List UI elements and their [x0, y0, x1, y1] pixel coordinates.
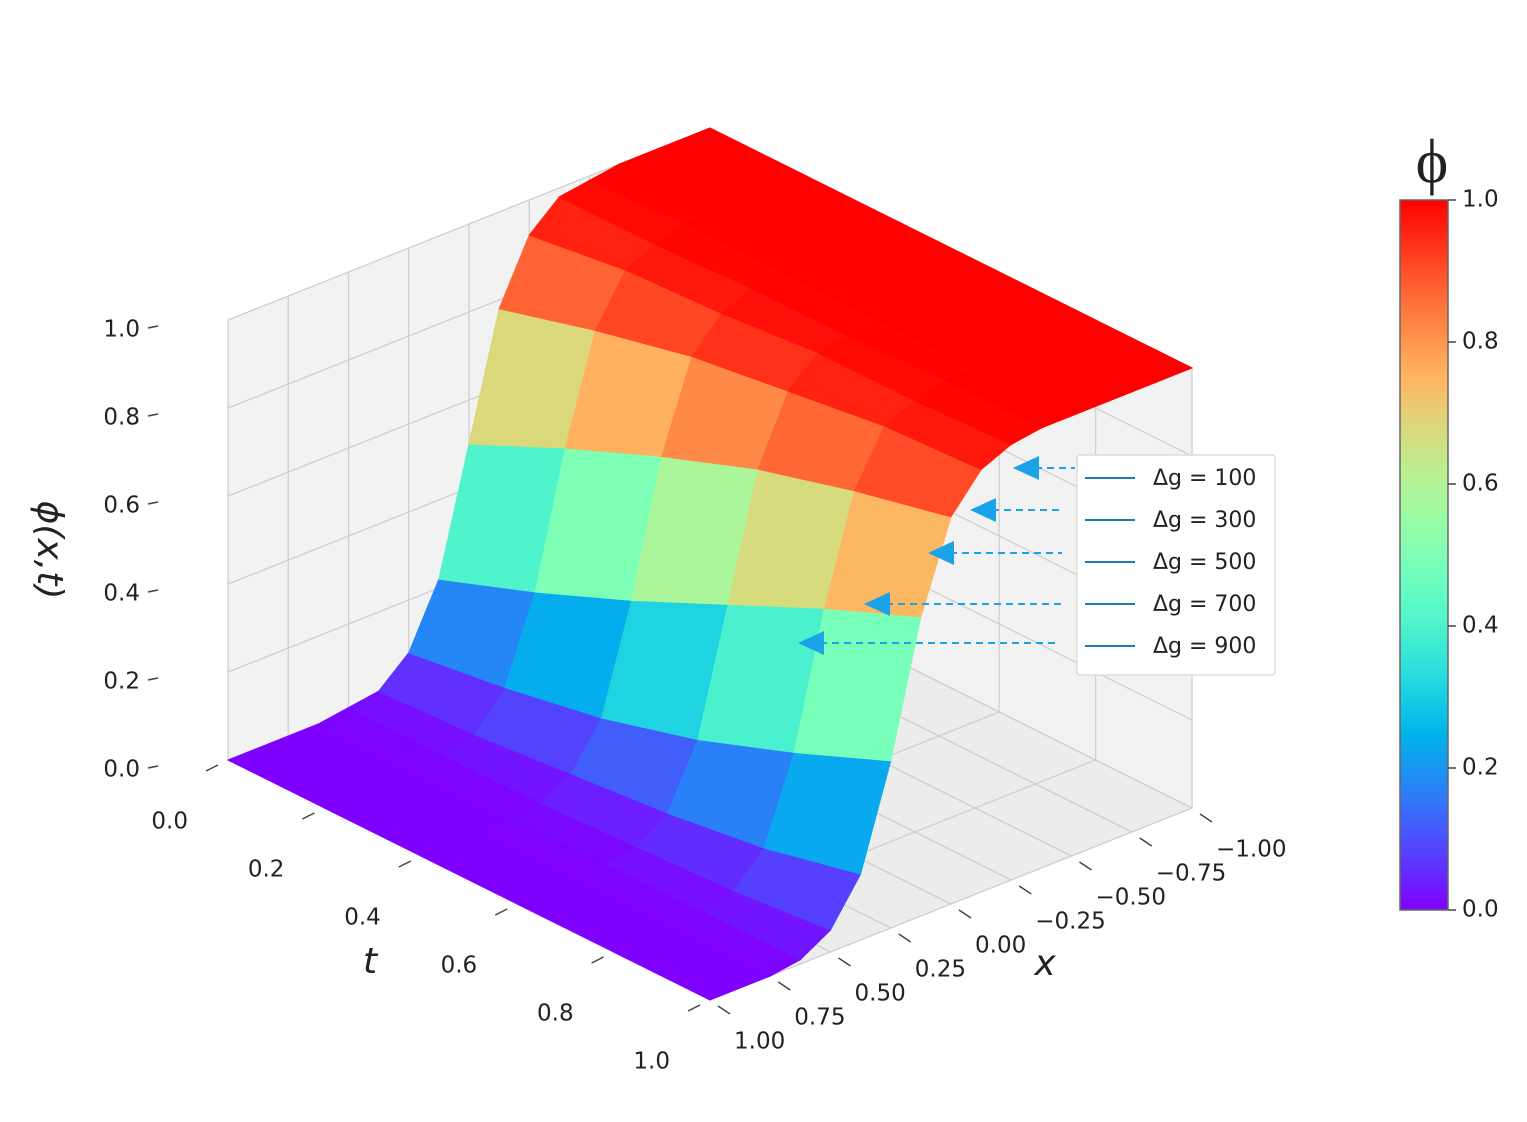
t-tick-label: 0.2 [248, 857, 285, 883]
surface-patch [1064, 319, 1194, 381]
t-axis-label: t [363, 941, 379, 982]
x-tick-label: 0.00 [975, 933, 1026, 959]
t-tick-mark [398, 860, 412, 868]
legend-label: Δg = 700 [1153, 592, 1256, 617]
x-tick-mark [898, 933, 912, 943]
z-tick-mark [147, 589, 159, 593]
legend-label: Δg = 500 [1153, 550, 1256, 575]
colorbar-tick-label: 1.0 [1462, 187, 1499, 213]
x-tick-mark [777, 981, 791, 991]
arrow-head [1013, 456, 1039, 480]
t-tick-label: 0.4 [344, 905, 381, 931]
arrow-head [928, 541, 954, 565]
t-tick-mark [494, 908, 508, 916]
t-tick-label: 0.0 [151, 809, 188, 835]
x-axis-label: x [1033, 943, 1056, 984]
z-tick-label: 0.0 [103, 757, 140, 783]
t-tick-mark [205, 764, 219, 772]
z-tick-mark [147, 501, 159, 505]
colorbar-tick-label: 0.2 [1462, 755, 1499, 781]
colorbar-tick-label: 0.4 [1462, 613, 1499, 639]
t-tick-mark [591, 956, 604, 964]
x-tick-mark [1018, 885, 1032, 895]
x-tick-label: −0.75 [1156, 861, 1226, 887]
z-axis-label: ϕ(x,t) [29, 501, 70, 600]
x-tick-mark [717, 1005, 731, 1015]
t-tick-mark [302, 812, 315, 820]
x-tick-label: 0.25 [915, 957, 966, 983]
x-tick-label: 1.00 [734, 1029, 785, 1055]
x-tick-label: 0.75 [794, 1005, 845, 1031]
annotation-arrows [798, 456, 1075, 655]
colorbar-tick-label: 0.0 [1462, 897, 1499, 923]
axis-labels: 0.0 0.2 0.4 0.6 0.8 1.0 −1.00−0.75−0.50−0.25 0.… [29, 317, 1286, 1075]
t-tick-label: 0.8 [537, 1001, 574, 1027]
z-tick-mark [147, 325, 159, 329]
t-tick-label: 0.6 [441, 953, 478, 979]
z-tick-label: 0.6 [103, 493, 140, 519]
colorbar-title: ϕ [1416, 128, 1449, 196]
t-tick-label: 1.0 [633, 1049, 670, 1075]
z-tick-label: 0.8 [103, 405, 140, 431]
arrow-head [970, 498, 996, 522]
z-tick-label: 0.2 [103, 669, 140, 695]
grid-line [709, 807, 1193, 1001]
colorbar-tick-label: 0.8 [1462, 329, 1499, 355]
legend: Δg = 100 Δg = 300 Δg = 500 Δg = 700 Δg = 900 [1076, 454, 1276, 676]
x-tick-mark [1139, 837, 1153, 847]
z-tick-label: 1.0 [103, 317, 140, 343]
legend-box [1076, 454, 1276, 676]
surface [226, 127, 1194, 1001]
x-tick-mark [958, 909, 972, 919]
t-tick-mark [687, 1004, 701, 1012]
colorbar-bar [1399, 199, 1449, 911]
legend-label: Δg = 900 [1153, 634, 1256, 659]
x-tick-label: 0.50 [855, 981, 906, 1007]
x-tick-label: −1.00 [1216, 837, 1286, 863]
x-tick-label: −0.50 [1096, 885, 1166, 911]
legend-label: Δg = 100 [1153, 466, 1256, 491]
colorbar-tick-label: 0.6 [1462, 471, 1499, 497]
x-tick-mark [838, 957, 851, 967]
arrow-head [864, 592, 890, 616]
x-tick-mark [1199, 813, 1213, 823]
z-tick-mark [147, 765, 159, 769]
z-tick-mark [147, 677, 159, 681]
z-tick-label: 0.4 [103, 581, 140, 607]
colorbar: ϕ 0.0 0.2 0.4 0.6 0.8 1.0 [1399, 128, 1499, 923]
legend-label: Δg = 300 [1153, 508, 1256, 533]
x-tick-label: −0.25 [1035, 909, 1105, 935]
arrow-head [798, 631, 824, 655]
z-tick-mark [147, 413, 159, 417]
x-tick-mark [1079, 861, 1092, 871]
